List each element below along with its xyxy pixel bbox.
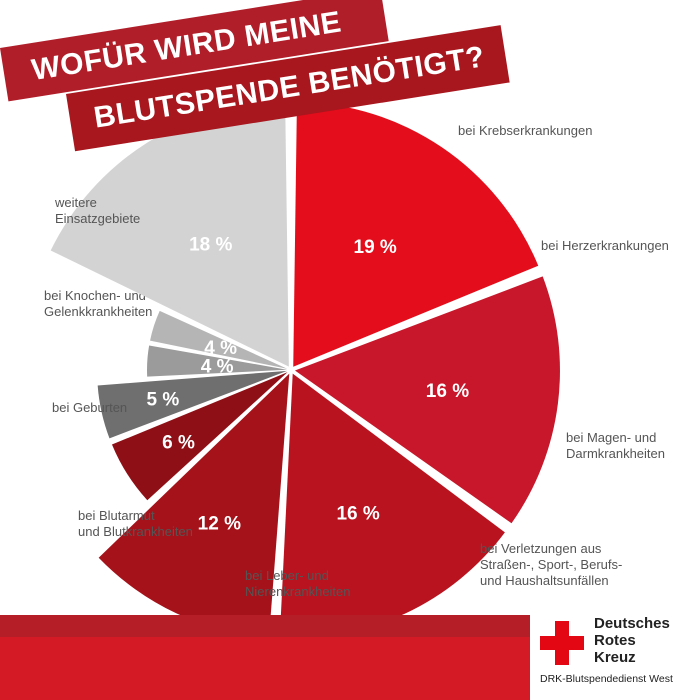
red-cross-icon — [540, 621, 584, 665]
logo-wordmark: Deutsches Rotes Kreuz — [594, 615, 670, 666]
slice-value-label: 4 % — [201, 356, 234, 377]
pie-slice — [111, 372, 288, 501]
slice-value-label: 5 % — [146, 390, 179, 411]
slice-value-label: 6 % — [162, 432, 195, 453]
footer-bar-dark — [0, 615, 530, 637]
pie-slice — [293, 101, 539, 367]
pie-slice — [98, 373, 290, 638]
slice-value-label: 16 % — [336, 504, 379, 525]
logo-subtitle: DRK-Blutspendedienst West — [540, 673, 673, 685]
slice-category-label: bei Magen- und Darmkrankheiten — [566, 430, 665, 461]
slice-category-label: bei Blutarmut und Blutkrankheiten — [78, 508, 193, 539]
pie-slice — [50, 101, 289, 367]
slice-value-label: 18 % — [189, 235, 232, 256]
pie-slice — [294, 276, 560, 524]
logo-line-3: Kreuz — [594, 649, 636, 666]
slice-value-label: 19 % — [354, 237, 397, 258]
logo-line-2: Rotes — [594, 632, 636, 649]
slice-category-label: bei Knochen- und Gelenkkrankheiten — [44, 288, 152, 319]
slice-category-label: bei Leber- und Nierenkrankheiten — [245, 568, 351, 599]
pie-slice — [97, 370, 288, 439]
slice-value-label: 12 % — [198, 513, 241, 534]
pie-slice — [150, 310, 288, 369]
slice-value-label: 4 % — [204, 338, 237, 359]
slice-category-label: bei Krebserkrankungen — [458, 123, 592, 138]
slice-category-label: bei Geburten — [52, 400, 127, 415]
drk-logo: Deutsches Rotes Kreuz DRK-Blutspendedien… — [530, 615, 700, 700]
pie-slice — [279, 373, 505, 639]
logo-line-1: Deutsches — [594, 615, 670, 632]
slice-category-label: bei Herzerkrankungen — [541, 238, 669, 253]
pie-slice — [147, 345, 288, 377]
slice-category-label: bei Verletzungen aus Straßen-, Sport-, Be… — [480, 541, 622, 588]
footer-bar-red — [0, 637, 530, 700]
slice-value-label: 16 % — [426, 381, 469, 402]
slice-category-label: weitere Einsatzgebiete — [54, 195, 140, 226]
